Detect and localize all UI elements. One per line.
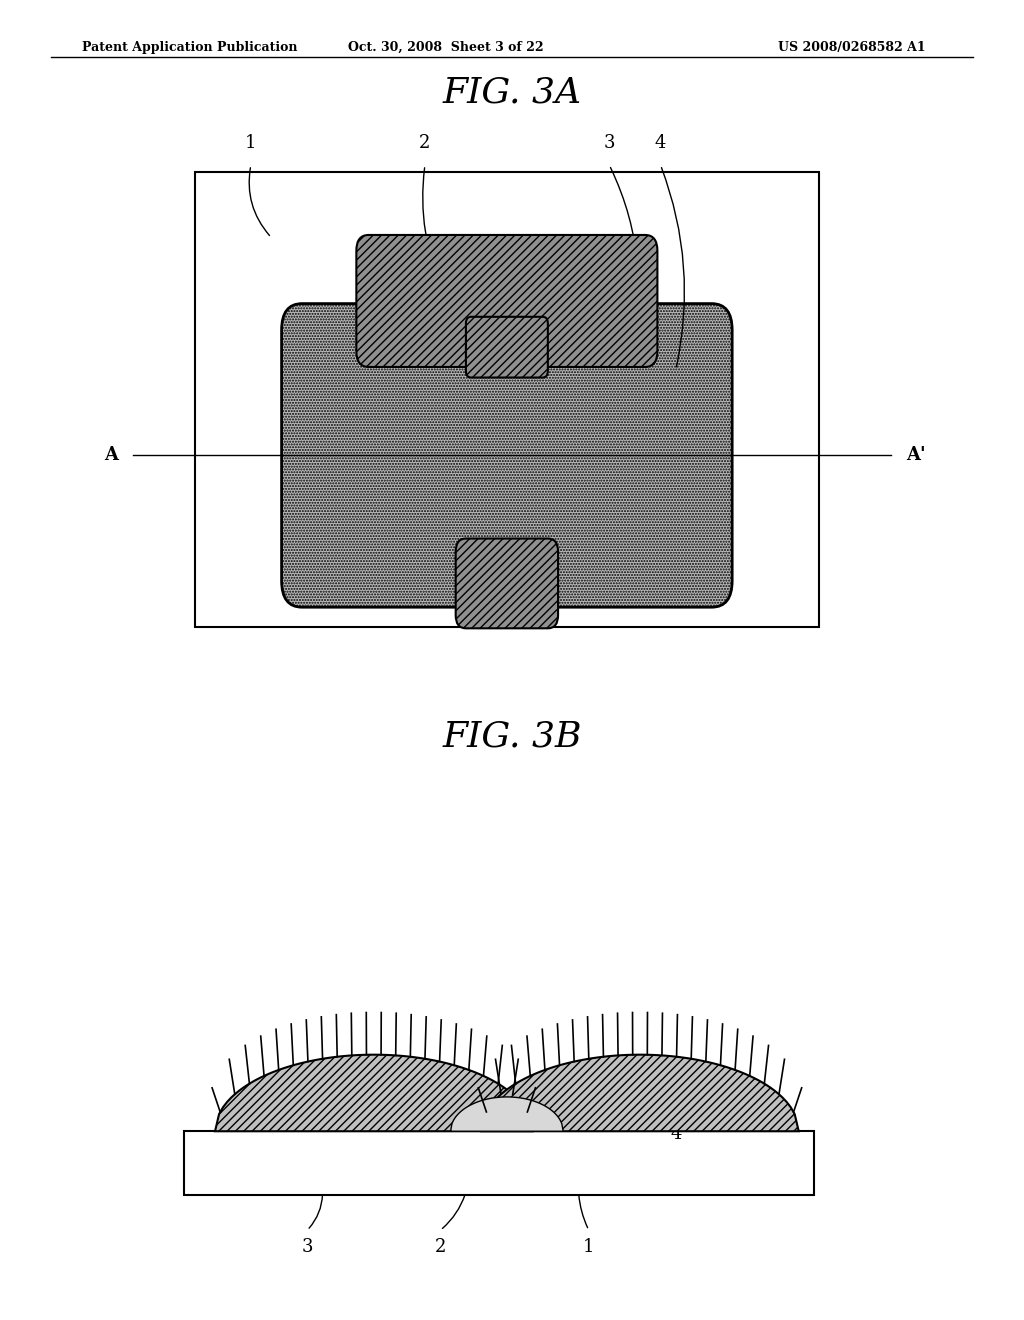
Text: FIG. 3A: FIG. 3A — [442, 75, 582, 110]
Text: 3: 3 — [301, 1238, 313, 1257]
FancyBboxPatch shape — [356, 235, 657, 367]
Bar — [184, 1131, 814, 1195]
Text: 1: 1 — [245, 133, 257, 152]
Text: 3: 3 — [603, 133, 615, 152]
Text: US 2008/0268582 A1: US 2008/0268582 A1 — [778, 41, 926, 54]
Polygon shape — [481, 1055, 799, 1131]
Text: A: A — [103, 446, 118, 465]
Text: 2: 2 — [419, 133, 431, 152]
FancyBboxPatch shape — [282, 304, 732, 607]
Text: Oct. 30, 2008  Sheet 3 of 22: Oct. 30, 2008 Sheet 3 of 22 — [347, 41, 544, 54]
Text: FIG. 3B: FIG. 3B — [442, 719, 582, 754]
Polygon shape — [451, 1097, 563, 1131]
Text: 1: 1 — [583, 1238, 595, 1257]
Text: 4: 4 — [670, 1125, 682, 1143]
FancyBboxPatch shape — [466, 317, 548, 378]
FancyBboxPatch shape — [456, 539, 558, 628]
Text: 4: 4 — [654, 133, 667, 152]
Bar — [195, 172, 819, 627]
Text: A': A' — [906, 446, 926, 465]
Text: 2: 2 — [434, 1238, 446, 1257]
Text: Patent Application Publication: Patent Application Publication — [82, 41, 297, 54]
Polygon shape — [215, 1055, 532, 1131]
